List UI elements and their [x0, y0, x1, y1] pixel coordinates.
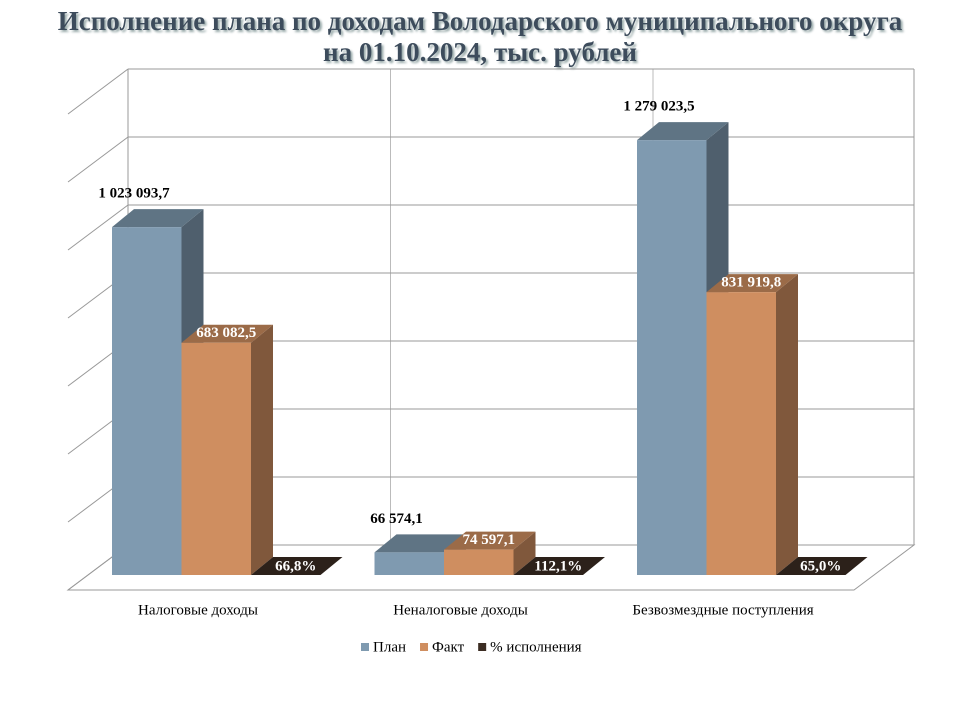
chart-title: Исполнение плана по доходам Володарского… — [57, 6, 903, 67]
bar-face — [776, 556, 868, 575]
data-label: 683 082,5 — [196, 325, 256, 341]
bar-face — [513, 556, 605, 575]
legend-label: % исполнения — [490, 639, 581, 655]
data-label: 66,8% — [275, 558, 316, 574]
legend-swatch — [420, 643, 429, 651]
bar-face — [513, 531, 536, 575]
data-label: 66 574,1 — [370, 511, 423, 527]
bar — [776, 556, 868, 575]
bar-face — [444, 531, 536, 550]
bar-face — [637, 140, 707, 575]
bar — [706, 274, 798, 575]
legend-label: План — [373, 639, 406, 655]
x-tick-label: Налоговые доходы — [138, 602, 258, 618]
legend-swatch — [478, 643, 487, 651]
data-label: 65,0% — [800, 558, 841, 574]
bar-face — [374, 552, 444, 575]
bar-face — [776, 274, 798, 575]
bar-face — [181, 324, 273, 343]
bar-face — [181, 342, 251, 575]
bar — [513, 556, 605, 575]
bar — [444, 531, 536, 575]
bar-face — [320, 556, 343, 575]
bar-face — [583, 556, 605, 575]
bar-face — [251, 324, 273, 575]
bar-face — [112, 227, 182, 576]
legend-swatch — [361, 643, 369, 651]
data-label: 74 597,1 — [463, 532, 516, 548]
data-label: 1 023 093,7 — [98, 186, 170, 202]
data-label: 831 919,8 — [721, 275, 781, 291]
data-label: 112,1% — [534, 558, 582, 574]
bar-face — [251, 556, 343, 575]
bar-face — [706, 274, 798, 293]
bar-face — [706, 292, 776, 575]
grid-line — [67, 68, 129, 115]
data-label: 1 279 023,5 — [623, 99, 694, 115]
x-tick-label: Неналоговые доходы — [393, 602, 528, 618]
grid-line — [67, 204, 129, 251]
bar-face — [637, 122, 729, 141]
legend-label: Факт — [432, 639, 465, 655]
bar-face — [444, 549, 514, 575]
x-tick-label: Безвозмездные поступления — [632, 602, 813, 618]
grid-line — [67, 136, 129, 183]
bar-face — [112, 209, 204, 228]
bar — [251, 556, 343, 575]
bar — [181, 324, 273, 575]
bar-face — [374, 534, 466, 553]
bar-face — [845, 556, 868, 575]
